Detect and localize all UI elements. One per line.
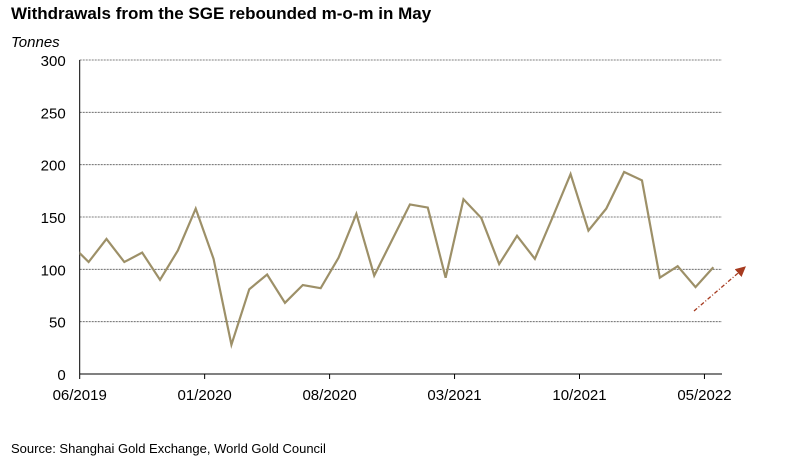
source-note: Source: Shanghai Gold Exchange, World Go… — [11, 441, 326, 456]
y-axis-label: Tonnes — [11, 34, 60, 51]
chart-title: Withdrawals from the SGE rebounded m-o-m… — [11, 4, 432, 23]
y-tick-label: 150 — [41, 210, 66, 227]
y-tick-label: 50 — [49, 315, 66, 332]
data-line — [79, 170, 715, 349]
y-tick-label: 200 — [41, 158, 66, 175]
x-tick-label: 06/2019 — [53, 387, 107, 404]
x-tick-label: 10/2021 — [552, 387, 606, 404]
x-tick-label: 01/2020 — [178, 387, 232, 404]
trend-arrow — [693, 266, 746, 312]
x-tick-label: 08/2020 — [302, 387, 356, 404]
y-tick-label: 100 — [41, 262, 66, 279]
y-tick-label: 300 — [41, 53, 66, 70]
x-tick-label: 05/2022 — [677, 387, 731, 404]
y-tick-label: 0 — [57, 367, 65, 384]
x-tick-label: 03/2021 — [427, 387, 481, 404]
y-tick-label: 250 — [41, 105, 66, 122]
